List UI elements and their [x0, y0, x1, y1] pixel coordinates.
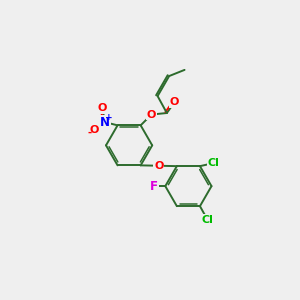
Text: O: O: [147, 110, 156, 120]
Text: -: -: [88, 127, 92, 137]
Text: O: O: [98, 103, 107, 113]
Text: O: O: [170, 97, 179, 107]
Text: O: O: [90, 125, 99, 135]
Text: F: F: [150, 180, 158, 193]
Text: +: +: [105, 113, 113, 122]
Text: Cl: Cl: [208, 158, 220, 168]
Text: N: N: [100, 116, 110, 129]
Text: O: O: [154, 161, 164, 171]
Text: Cl: Cl: [202, 215, 214, 225]
